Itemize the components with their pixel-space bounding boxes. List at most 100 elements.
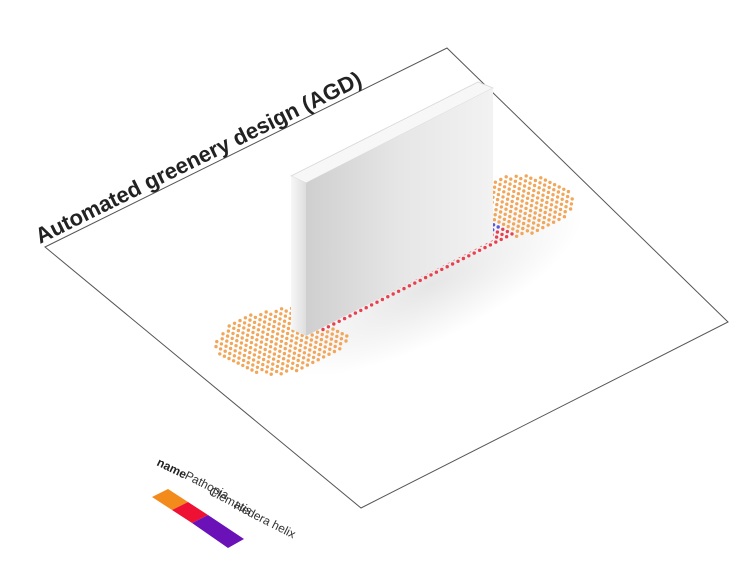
plant-dot xyxy=(270,335,274,339)
plant-dot xyxy=(252,320,257,325)
plant-dot xyxy=(248,350,252,355)
plant-dot xyxy=(528,214,532,218)
plant-dot xyxy=(515,202,519,206)
plant-dot xyxy=(332,322,336,326)
plant-dot xyxy=(251,363,255,367)
plant-dot xyxy=(540,198,544,202)
plant-dot xyxy=(508,182,512,186)
plant-dot xyxy=(521,194,525,198)
plant-dot xyxy=(231,331,235,336)
plant-dot xyxy=(538,213,542,217)
plant-dot xyxy=(318,342,323,347)
plant-dot xyxy=(565,199,569,204)
plant-dot xyxy=(524,174,528,178)
plant-dot xyxy=(237,356,241,360)
plant-dot xyxy=(511,194,515,199)
plant-dot xyxy=(240,336,244,340)
plant-dot xyxy=(256,328,261,332)
plant-dot xyxy=(539,176,543,180)
plant-dot xyxy=(248,318,252,322)
plant-dot xyxy=(252,353,257,357)
wall-block xyxy=(290,81,494,336)
plant-dot xyxy=(265,337,269,342)
plant-dot xyxy=(250,368,254,372)
plant-dot xyxy=(380,297,385,302)
plant-dot xyxy=(282,324,286,328)
plant-dot xyxy=(528,181,532,185)
plant-dot xyxy=(234,344,238,348)
plant-dot xyxy=(530,198,534,203)
plant-dot xyxy=(260,367,264,372)
plant-dot xyxy=(262,352,267,357)
plant-dot xyxy=(509,177,513,181)
plant-dot xyxy=(505,229,510,234)
plant-dot xyxy=(545,200,549,205)
plant-dot xyxy=(467,254,471,258)
plant-dot xyxy=(502,185,507,189)
plant-dot xyxy=(283,346,287,351)
plant-dot xyxy=(251,358,256,362)
plant-dot xyxy=(498,215,502,219)
plant-dot xyxy=(497,187,501,192)
plant-dot xyxy=(353,311,358,315)
plant-dot xyxy=(290,366,294,370)
plant-dot xyxy=(514,174,518,178)
plant-dot xyxy=(281,329,285,333)
legend-swatch-clematis xyxy=(172,502,208,523)
plant-dot xyxy=(499,177,503,182)
plant-dot xyxy=(557,185,561,189)
plant-dot xyxy=(545,195,550,200)
plant-dot xyxy=(228,346,233,351)
plant-dot xyxy=(541,220,546,225)
plant-dot xyxy=(277,354,281,359)
plant-dot xyxy=(225,339,229,343)
plant-dot xyxy=(519,204,524,208)
plant-dot xyxy=(514,207,518,211)
plant-dot xyxy=(268,345,273,349)
plant-dot xyxy=(301,361,305,365)
plant-dot xyxy=(268,317,272,321)
plant-dot xyxy=(348,314,352,318)
plant-dot xyxy=(236,361,240,365)
plant-dot xyxy=(552,188,556,192)
plant-dot xyxy=(275,337,279,341)
plant-dot xyxy=(258,345,263,349)
plant-dot xyxy=(242,353,247,358)
plant-dot xyxy=(264,310,268,314)
plant-dot xyxy=(278,317,282,321)
plant-dot xyxy=(494,240,498,244)
plant-dot xyxy=(560,197,564,201)
plant-dot xyxy=(227,356,231,361)
plant-dot xyxy=(501,222,506,226)
plant-dot xyxy=(495,197,500,202)
plant-dot xyxy=(302,351,307,355)
plant-dot xyxy=(517,219,521,223)
plant-dot xyxy=(261,330,265,334)
plant-dot xyxy=(299,338,304,343)
plant-dot xyxy=(244,343,248,347)
plant-dot xyxy=(516,224,520,228)
plant-dot xyxy=(248,345,253,350)
plant-dot xyxy=(277,322,281,326)
plant-dot xyxy=(288,316,292,321)
plant-dot xyxy=(534,206,538,210)
plant-dot xyxy=(281,357,286,361)
plant-dot xyxy=(238,346,243,350)
plant-dot xyxy=(265,365,270,369)
plant-dot xyxy=(323,345,327,349)
plant-dot xyxy=(423,275,428,280)
plant-dot xyxy=(498,182,502,187)
plant-dot xyxy=(503,180,508,184)
plant-dot xyxy=(440,267,444,272)
plant-dot xyxy=(538,208,543,212)
plant-dot xyxy=(284,341,288,346)
plant-dot xyxy=(315,335,319,339)
plant-dot xyxy=(472,251,476,255)
plant-dot xyxy=(548,180,552,185)
plant-dot xyxy=(554,205,558,209)
plant-dot xyxy=(461,256,466,261)
plant-dot xyxy=(223,349,227,353)
plant-dot xyxy=(529,203,534,208)
plant-dot xyxy=(493,213,497,217)
plant-dot xyxy=(320,332,324,337)
